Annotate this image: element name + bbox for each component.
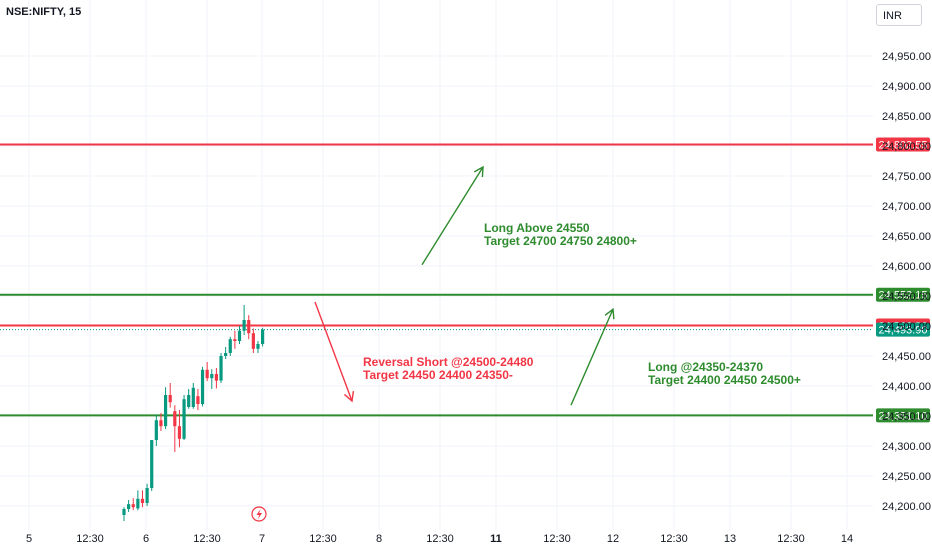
x-tick-label: 12:30 [193,533,221,545]
grid [0,0,873,530]
candle-body [163,395,168,427]
candle-body [210,374,214,379]
candle-body [261,329,265,344]
time-axis[interactable]: 5 12:30 6 12:30 7 12:30 8 12:30 11 12:30 12 12:30 13… [26,533,853,545]
candle-body [127,504,131,509]
x-tick-label: 12:30 [660,533,688,545]
y-tick-label: 24,200.00 [882,501,931,513]
x-tick-label: 7 [259,533,265,545]
arrow-head [473,165,484,178]
candle-body [233,339,237,341]
y-tick-label: 24,800.00 [882,141,931,153]
event-markers [251,506,267,522]
candle-body [251,333,255,349]
candle-body [187,395,191,407]
arrow-head [343,391,355,403]
annotation-text: Long Above 24550 [484,221,590,235]
candle-body [224,353,228,356]
x-tick-label: 13 [724,533,736,545]
arrow-head [604,307,615,320]
candle-body [247,320,251,334]
symbol-label[interactable]: NSE:NIFTY, 15 [6,6,82,18]
candle-body [136,498,140,509]
x-tick-label: 5 [26,533,32,545]
y-tick-label: 24,400.00 [882,381,931,393]
last-price-tag: 24,493.90 [879,325,928,337]
y-tick-label: 24,250.00 [882,471,931,483]
x-tick-label: 12:30 [543,533,571,545]
y-tick-label: 24,550.00 [882,291,931,303]
candle-body [140,498,145,503]
annotation-text: Long @24350-24370 [648,360,763,374]
candle-body [154,420,158,440]
candle-body [237,330,242,341]
y-tick-label: 24,450.00 [882,351,931,363]
x-tick-label: 11 [490,533,502,545]
level-price-tag-bg [876,408,930,423]
annotation-text: Target 24450 24400 24350- [363,368,513,382]
arrow-shaft [421,166,484,266]
level-price-tag: 24,802.55 [879,139,928,151]
y-tick-label: 24,750.00 [882,171,931,183]
candle-body [196,396,200,404]
x-tick-label: 12:30 [777,533,805,545]
x-tick-label: 6 [143,533,149,545]
y-tick-label: 24,600.00 [882,261,931,273]
y-tick-label: 24,650.00 [882,231,931,243]
last-price-tag-bg [876,322,930,337]
y-tick-label: 24,850.00 [882,111,931,123]
arrow-shaft [314,301,353,402]
candle-body [191,387,195,407]
candle-body [122,509,126,515]
x-tick-label: 12:30 [76,533,104,545]
annotation-text: Reversal Short @24500-24480 [363,355,534,369]
arrow-shaft [570,308,614,406]
candle-body [173,411,177,427]
x-tick-label: 8 [376,533,382,545]
candle-body [131,504,135,508]
x-tick-label: 12:30 [309,533,337,545]
candle-body [219,356,223,381]
level-price-tag: 24,552.15 [879,290,928,302]
annotation-text: Target 24700 24750 24800+ [484,234,637,248]
y-tick-label: 24,350.00 [882,411,931,423]
candle-body [145,488,149,503]
candles [122,305,265,521]
horizontal-lines: 24,802.5524,552.1524,500.9024,351.1024,4… [0,137,930,423]
level-price-tag-bg [876,137,930,152]
y-tick-label: 24,900.00 [882,81,931,93]
candle-body [168,395,172,403]
x-tick-label: 14 [841,533,853,545]
candle-body [242,320,246,331]
candle-body [214,374,218,381]
candle-body [228,339,232,353]
currency-button[interactable]: INR [876,4,922,26]
x-tick-label: 12:30 [426,533,454,545]
y-tick-label: 24,950.00 [882,51,931,63]
lightning-bolt [256,509,262,520]
x-tick-label: 12 [607,533,619,545]
candle-body [159,420,163,427]
annotation-arrows [314,165,615,406]
candle-body [200,369,205,404]
candle-body [205,369,209,379]
y-tick-label: 24,500.00 [882,321,931,333]
annotation-text: Target 24400 24450 24500+ [648,373,801,387]
candle-body [177,426,182,439]
price-axis[interactable]: 24,200.00 24,250.00 24,300.00 24,350.00 24,4… [882,51,931,513]
candle-body [150,440,154,488]
candle-body [182,399,186,439]
candle-body [256,344,260,349]
y-tick-label: 24,700.00 [882,201,931,213]
level-price-tag: 24,351.10 [879,410,928,422]
y-tick-label: 24,300.00 [882,441,931,453]
level-price-tag-bg [876,287,930,302]
